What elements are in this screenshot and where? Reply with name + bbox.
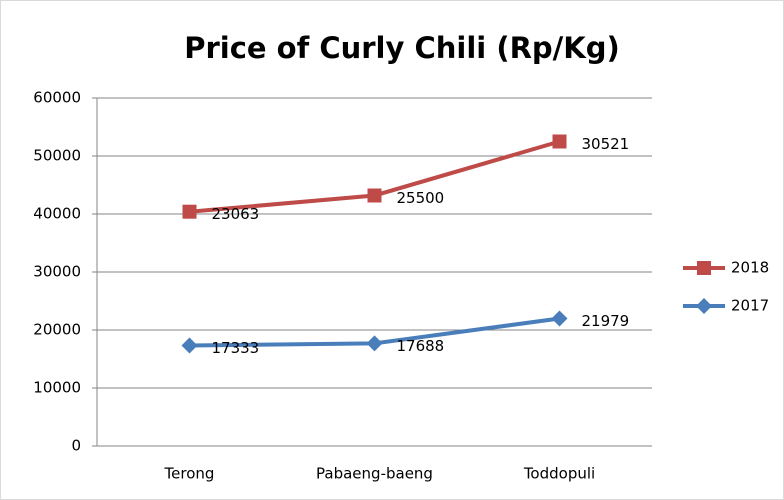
y-tick-label: 40000 [33, 205, 81, 223]
data-label: 21979 [582, 312, 630, 330]
y-tick-label: 0 [71, 437, 81, 455]
y-tick-label: 20000 [33, 321, 81, 339]
marker [551, 310, 568, 327]
data-label: 17688 [397, 337, 445, 355]
x-tick-label: Terong [164, 465, 215, 483]
marker [182, 204, 197, 219]
marker [552, 134, 567, 149]
marker [697, 261, 711, 275]
data-label: 23063 [212, 205, 260, 223]
legend-label: 2017 [731, 297, 769, 315]
y-tick-label: 30000 [33, 263, 81, 281]
data-label: 30521 [582, 135, 630, 153]
marker [696, 298, 712, 314]
y-tick-label: 60000 [33, 89, 81, 107]
x-tick-label: Toddopuli [523, 465, 595, 483]
marker [366, 335, 383, 352]
marker [367, 188, 382, 203]
data-label: 17333 [212, 339, 260, 357]
y-tick-label: 10000 [33, 379, 81, 397]
marker [181, 337, 198, 354]
x-tick-label: Pabaeng-baeng [316, 465, 433, 483]
chart-title: Price of Curly Chili (Rp/Kg) [184, 31, 620, 65]
data-label: 25500 [397, 189, 445, 207]
y-tick-label: 50000 [33, 147, 81, 165]
legend-label: 2018 [731, 259, 769, 277]
